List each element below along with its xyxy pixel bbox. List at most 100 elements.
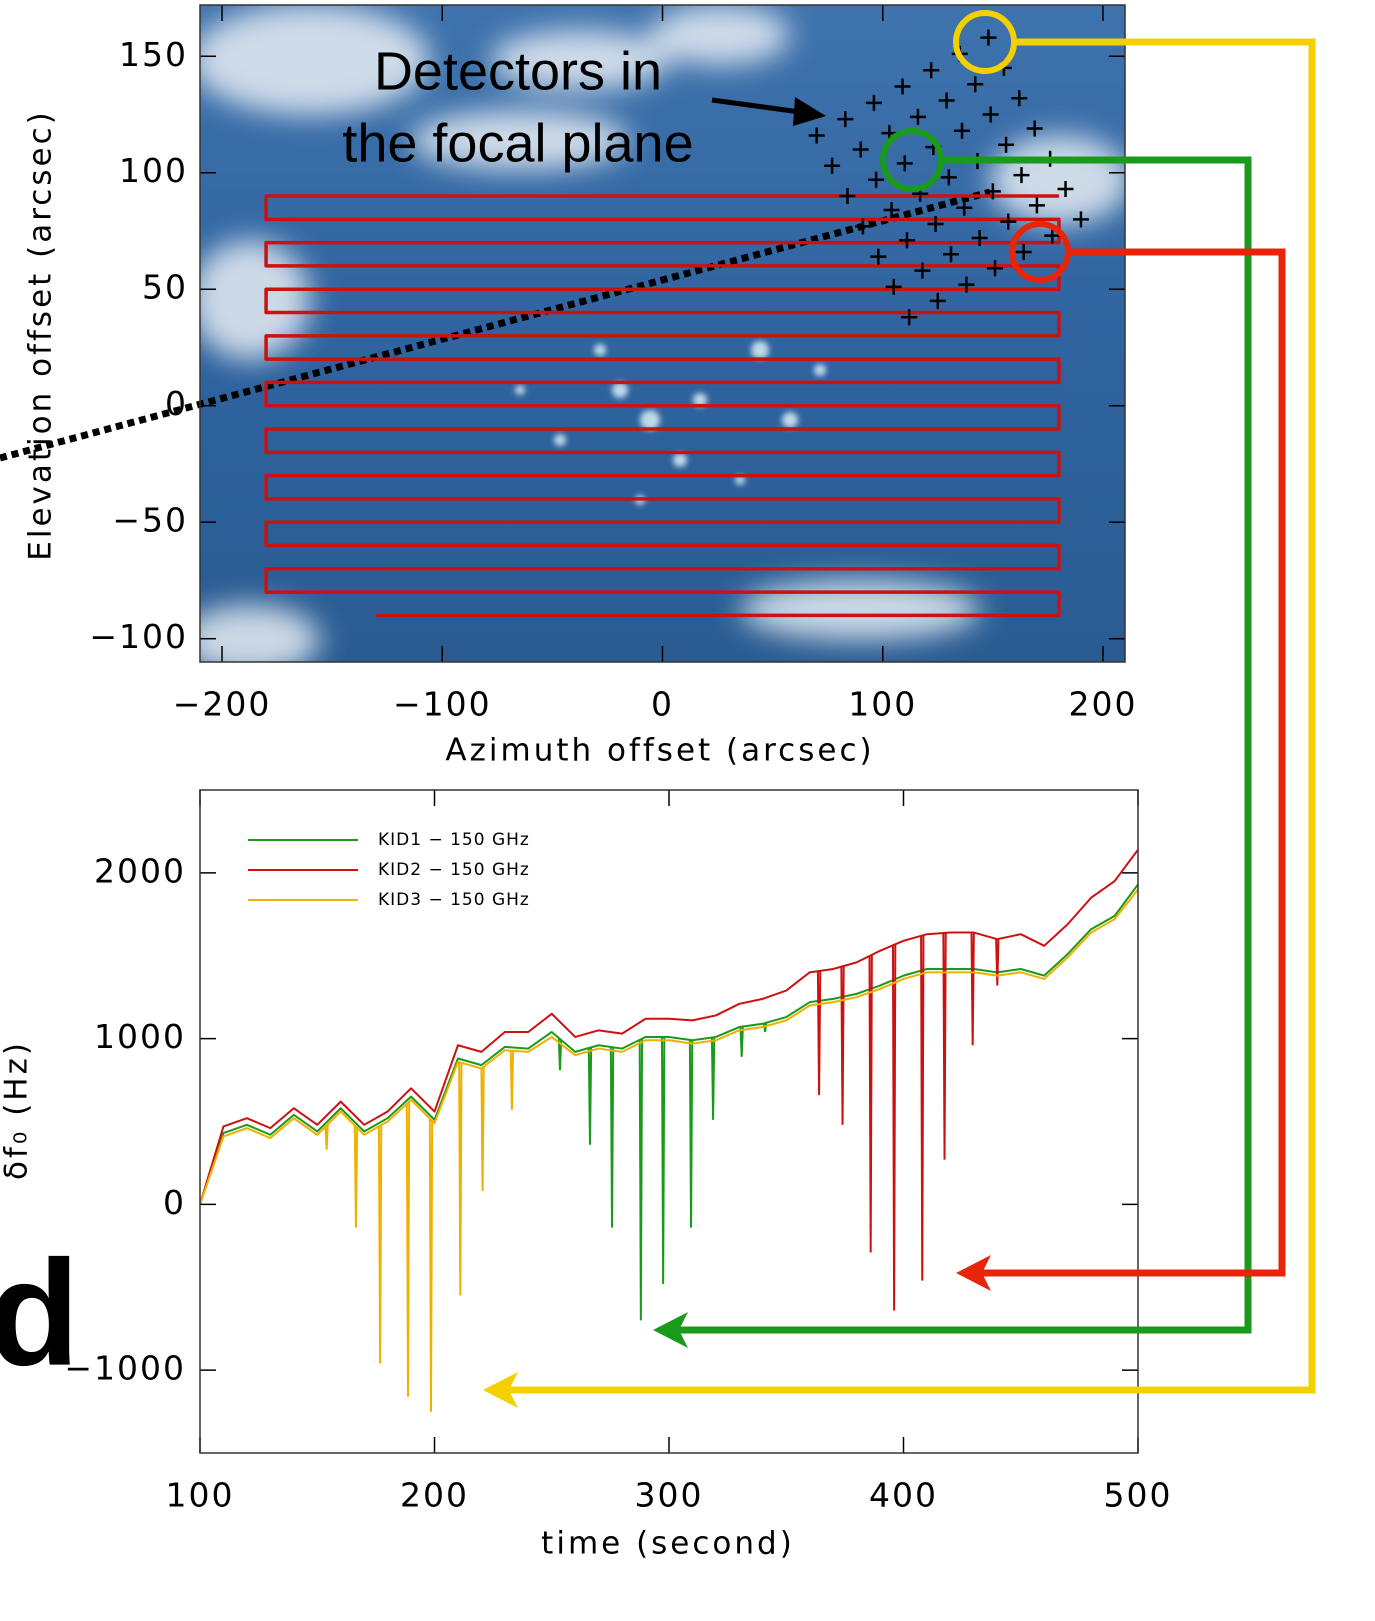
detector <box>938 92 955 109</box>
detector <box>967 76 984 93</box>
detector <box>1015 243 1032 260</box>
detector <box>956 199 973 216</box>
dip <box>557 1037 563 1071</box>
y-tick-label: 150 <box>119 35 188 74</box>
data-line <box>200 883 1138 1205</box>
arrow-head <box>956 1255 991 1291</box>
dip <box>353 1125 359 1228</box>
y-tick-label: 100 <box>119 151 188 190</box>
x-axis-label: time (second) <box>541 1526 795 1562</box>
detector <box>971 229 988 246</box>
detector <box>901 309 918 326</box>
dip <box>920 935 925 1281</box>
detector <box>940 169 957 186</box>
dip <box>480 1066 485 1192</box>
annotation-arrow-head <box>793 97 826 126</box>
detector <box>868 171 885 188</box>
dip <box>324 1124 329 1150</box>
detector <box>1044 227 1061 244</box>
dip <box>587 1047 593 1145</box>
plot: −200 −100 0 100 200 −100 −50 0 50 100 150 Azimuth o… <box>23 4 1137 769</box>
dip <box>509 1050 515 1110</box>
dip <box>405 1101 411 1397</box>
panel-label: d <box>0 1229 80 1397</box>
detector <box>1011 90 1028 107</box>
dip <box>688 1039 694 1228</box>
detector <box>854 218 871 235</box>
data-line <box>200 888 1138 1205</box>
x-tick-label: 200 <box>1068 685 1137 724</box>
y-axis-label: δf₀ (Hz) <box>0 1040 35 1180</box>
connectors <box>505 38 1316 1394</box>
y-tick-label: 1000 <box>94 1017 186 1056</box>
data-line <box>200 849 1138 1205</box>
dip <box>995 938 1000 986</box>
data-line <box>264 194 1061 618</box>
detector <box>896 155 913 172</box>
detector <box>1057 181 1074 198</box>
dip <box>377 1125 383 1364</box>
detector <box>927 216 944 232</box>
sky-background <box>200 5 1125 662</box>
marks <box>200 849 1138 1412</box>
y-tick-label: 50 <box>142 268 188 307</box>
detector <box>824 157 841 174</box>
detector <box>1028 197 1045 214</box>
dip <box>428 1118 434 1412</box>
detector <box>1072 211 1089 228</box>
legend-label: KID3 − 150 GHz <box>378 890 530 910</box>
x-tick-label: 300 <box>635 1476 704 1515</box>
detector <box>870 248 887 265</box>
plot: 100 200 300 400 500 −1000 0 1000 2000 time (secon… <box>0 789 1173 1562</box>
legend-label: KID1 − 150 GHz <box>378 830 530 850</box>
x-tick-label: −100 <box>393 685 492 724</box>
dip <box>710 1037 716 1120</box>
detector <box>885 278 902 295</box>
detector <box>998 136 1015 153</box>
y-tick-label: 0 <box>163 1183 186 1222</box>
dip <box>660 1036 666 1284</box>
x-tick-label: 500 <box>1104 1476 1173 1515</box>
plot-frame <box>199 4 1126 663</box>
detector <box>914 262 931 279</box>
detector <box>898 232 915 249</box>
annotation-arrow <box>711 97 801 115</box>
detector <box>1013 167 1030 184</box>
x-tick-label: 200 <box>400 1476 469 1515</box>
detector <box>980 29 997 46</box>
detector <box>984 183 1001 200</box>
dip <box>891 944 897 1311</box>
detector <box>883 202 900 219</box>
marks <box>264 194 1061 618</box>
detector <box>929 292 946 309</box>
arrow-head <box>483 1372 518 1408</box>
detector <box>1026 120 1043 137</box>
detector <box>909 108 926 125</box>
annotation: Detectors in <box>374 41 662 101</box>
detector <box>894 78 911 95</box>
detector <box>808 127 825 144</box>
detector <box>987 260 1004 277</box>
detector <box>954 122 971 139</box>
dip <box>942 932 947 1160</box>
detector <box>1000 213 1017 230</box>
dip <box>458 1062 463 1296</box>
dip <box>638 1038 644 1321</box>
y-tick-label: 2000 <box>94 851 186 890</box>
y-axis-label: Elevation offset (arcsec) <box>23 109 59 560</box>
legend-label: KID2 − 150 GHz <box>378 860 530 880</box>
dip <box>609 1046 615 1228</box>
dip <box>840 966 845 1125</box>
detector <box>852 141 869 158</box>
detector <box>839 188 856 205</box>
plot-frame <box>199 789 1139 1454</box>
arrow-head <box>653 1312 688 1348</box>
x-tick-label: 100 <box>848 685 917 724</box>
detector <box>943 246 960 263</box>
x-axis-label: Azimuth offset (arcsec) <box>445 733 874 769</box>
detector <box>982 106 999 123</box>
y-tick-label: 0 <box>165 384 188 423</box>
